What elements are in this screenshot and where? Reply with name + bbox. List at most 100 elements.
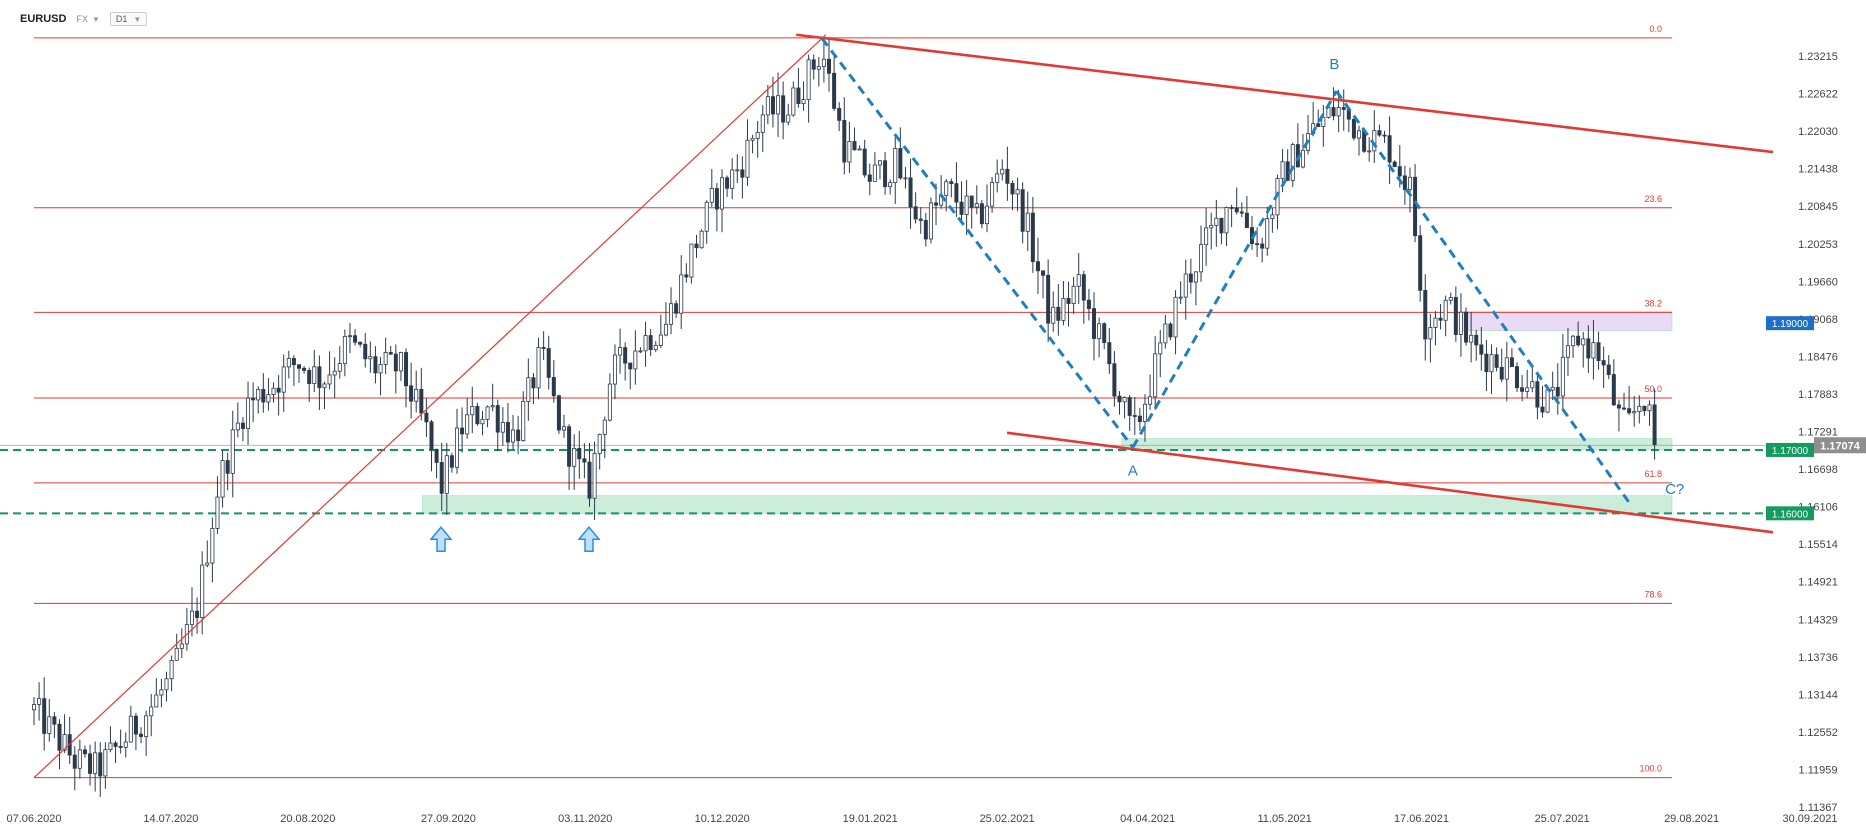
- candle-body: [281, 366, 286, 393]
- candle-body: [862, 148, 867, 176]
- candle-body: [164, 678, 169, 691]
- candle-body: [1571, 335, 1576, 347]
- timeframe-selector[interactable]: D1 ▼: [109, 12, 148, 26]
- candle-body: [704, 201, 709, 232]
- candle-body: [928, 202, 933, 240]
- candle-body: [745, 139, 750, 178]
- candle-body: [521, 401, 526, 442]
- candle-body: [1576, 335, 1581, 346]
- fib-level-label: 50.0: [1644, 384, 1662, 394]
- chevron-down-icon: ▼: [91, 14, 100, 24]
- candle-body: [378, 363, 383, 374]
- candle-body: [108, 742, 113, 751]
- wave-label: C?: [1665, 481, 1684, 498]
- candle-body: [765, 96, 770, 116]
- candle-body: [791, 87, 796, 116]
- y-tick-label: 1.12552: [1798, 727, 1838, 739]
- candle-body: [867, 174, 872, 182]
- price-tag-label: 1.16000: [1772, 509, 1809, 520]
- candle-body: [144, 715, 149, 737]
- candle-body: [612, 354, 617, 385]
- candle-body: [1193, 271, 1198, 283]
- candle-body: [1499, 366, 1504, 380]
- candle-body: [1652, 404, 1657, 446]
- candle-body: [898, 148, 903, 179]
- y-tick-label: 1.15514: [1798, 539, 1838, 551]
- candle-body: [837, 108, 842, 121]
- candle-body: [1280, 161, 1285, 179]
- candle-body: [1565, 345, 1570, 358]
- y-tick-label: 1.19660: [1798, 276, 1838, 288]
- candle-body: [439, 462, 444, 494]
- trendline: [1006, 431, 1774, 534]
- candle-body: [1066, 298, 1071, 304]
- candle-body: [526, 377, 531, 402]
- candle-body: [347, 335, 352, 338]
- candle-body: [220, 460, 225, 498]
- trendline: [796, 33, 1774, 154]
- candle-body: [128, 715, 133, 743]
- candle-body: [1316, 123, 1321, 127]
- candle-body: [1586, 338, 1591, 359]
- candle-body: [1535, 381, 1540, 408]
- candle-body: [1367, 150, 1372, 153]
- symbol-label[interactable]: EURUSD: [20, 13, 67, 25]
- support-zone: [422, 495, 1673, 514]
- candle-body: [291, 358, 296, 366]
- candle-body: [1336, 107, 1341, 117]
- candle-body: [877, 160, 882, 166]
- candle-body: [1239, 211, 1244, 214]
- candle-body: [1545, 389, 1550, 413]
- candle-body: [1056, 306, 1061, 321]
- candle-body: [1015, 189, 1020, 195]
- candle-body: [1224, 207, 1229, 234]
- candle-body: [719, 177, 724, 210]
- candle-body: [587, 461, 592, 499]
- candle-body: [82, 749, 87, 755]
- candle-body: [251, 397, 256, 401]
- candle-body: [1158, 342, 1163, 355]
- candle-body: [98, 752, 103, 777]
- candle-body: [42, 698, 47, 734]
- candle-body: [990, 181, 995, 207]
- fib-level-label: 78.6: [1644, 589, 1662, 599]
- y-tick-label: 1.11959: [1799, 764, 1838, 776]
- candle-body: [1132, 415, 1137, 417]
- candle-body: [1142, 403, 1147, 422]
- candle-body: [1413, 176, 1418, 237]
- candle-body: [592, 453, 597, 499]
- candle-body: [1494, 354, 1499, 368]
- exchange-selector[interactable]: FX ▼: [76, 14, 99, 24]
- candle-body: [444, 455, 449, 494]
- candle-body: [1290, 144, 1295, 181]
- candle-body: [1387, 135, 1392, 163]
- candle-body: [699, 230, 704, 249]
- candle-body: [1392, 161, 1397, 168]
- candle-body: [903, 177, 908, 180]
- candle-body: [133, 715, 138, 735]
- candle-body: [995, 173, 1000, 183]
- fib-level-label: 61.8: [1644, 469, 1662, 479]
- candle-body: [404, 352, 409, 387]
- candle-body: [230, 429, 235, 474]
- up-arrow-icon: [577, 526, 601, 552]
- candle-body: [449, 455, 454, 468]
- candle-body: [1219, 217, 1224, 234]
- candle-body: [663, 323, 668, 336]
- candle-body: [368, 356, 373, 360]
- candle-body: [388, 352, 393, 355]
- candle-body: [669, 303, 674, 325]
- candle-body: [1351, 118, 1356, 139]
- candle-body: [424, 412, 429, 423]
- candle-body: [118, 746, 123, 748]
- candle-body: [531, 377, 536, 389]
- candle-body: [409, 385, 414, 402]
- candle-body: [383, 352, 388, 365]
- candle-body: [1234, 207, 1239, 213]
- candle-body: [454, 427, 459, 468]
- candle-body: [1433, 317, 1438, 328]
- x-tick-label: 30.09.2021: [1782, 813, 1837, 825]
- candle-body: [419, 388, 424, 414]
- candle-body: [1601, 360, 1606, 366]
